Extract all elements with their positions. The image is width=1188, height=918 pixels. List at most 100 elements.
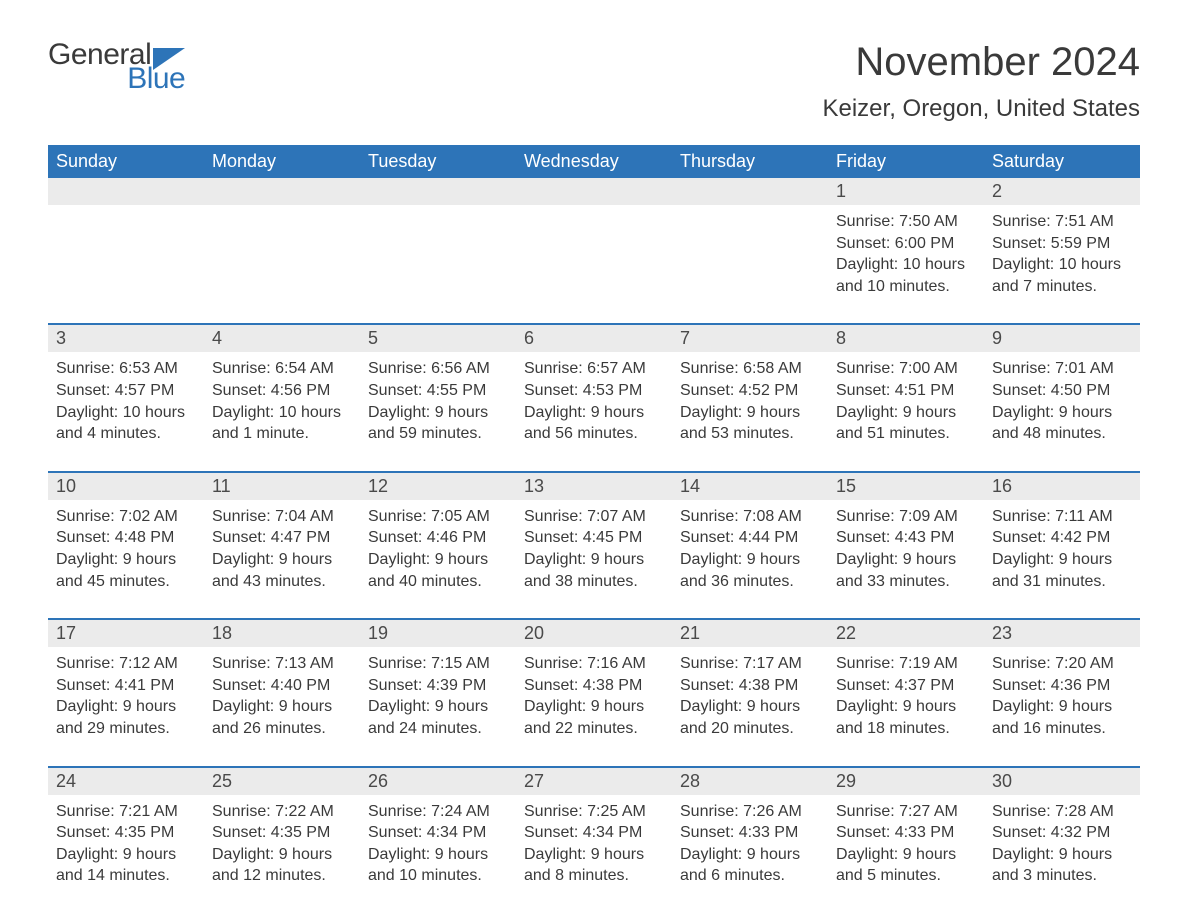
daylight2-text: and 45 minutes. [56,571,196,593]
daylight1-text: Daylight: 9 hours [680,696,820,718]
sunrise-text: Sunrise: 7:25 AM [524,801,664,823]
day-number: 15 [828,473,984,500]
sunset-text: Sunset: 4:56 PM [212,380,352,402]
sunset-text: Sunset: 4:44 PM [680,527,820,549]
weekday-header: Friday [828,145,984,178]
weekday-header: Sunday [48,145,204,178]
sunset-text: Sunset: 4:42 PM [992,527,1132,549]
daylight1-text: Daylight: 10 hours [56,402,196,424]
day-cell [48,205,204,297]
day-number [204,178,360,205]
daylight2-text: and 18 minutes. [836,718,976,740]
daylight1-text: Daylight: 10 hours [836,254,976,276]
daylight1-text: Daylight: 9 hours [836,549,976,571]
day-number [516,178,672,205]
day-cell: Sunrise: 7:28 AMSunset: 4:32 PMDaylight:… [984,795,1140,887]
day-cell: Sunrise: 7:25 AMSunset: 4:34 PMDaylight:… [516,795,672,887]
sunrise-text: Sunrise: 6:54 AM [212,358,352,380]
day-number: 9 [984,325,1140,352]
calendar-week: 24252627282930Sunrise: 7:21 AMSunset: 4:… [48,766,1140,887]
day-cell: Sunrise: 7:51 AMSunset: 5:59 PMDaylight:… [984,205,1140,297]
daylight1-text: Daylight: 9 hours [992,844,1132,866]
day-cell: Sunrise: 7:15 AMSunset: 4:39 PMDaylight:… [360,647,516,739]
daylight2-text: and 43 minutes. [212,571,352,593]
daylight2-text: and 48 minutes. [992,423,1132,445]
day-cell: Sunrise: 7:09 AMSunset: 4:43 PMDaylight:… [828,500,984,592]
location: Keizer, Oregon, United States [822,95,1140,123]
daylight1-text: Daylight: 9 hours [524,696,664,718]
day-number: 13 [516,473,672,500]
sunset-text: Sunset: 4:45 PM [524,527,664,549]
calendar: SundayMondayTuesdayWednesdayThursdayFrid… [48,145,1140,887]
day-number: 16 [984,473,1140,500]
day-cell: Sunrise: 7:05 AMSunset: 4:46 PMDaylight:… [360,500,516,592]
day-cell [516,205,672,297]
day-cell: Sunrise: 7:24 AMSunset: 4:34 PMDaylight:… [360,795,516,887]
sunset-text: Sunset: 4:32 PM [992,822,1132,844]
daylight1-text: Daylight: 10 hours [992,254,1132,276]
day-cell: Sunrise: 7:17 AMSunset: 4:38 PMDaylight:… [672,647,828,739]
daylight2-text: and 10 minutes. [836,276,976,298]
sunrise-text: Sunrise: 6:57 AM [524,358,664,380]
daylight2-text: and 5 minutes. [836,865,976,887]
sunrise-text: Sunrise: 7:02 AM [56,506,196,528]
calendar-week: 10111213141516Sunrise: 7:02 AMSunset: 4:… [48,471,1140,592]
calendar-week: 12Sunrise: 7:50 AMSunset: 6:00 PMDayligh… [48,178,1140,297]
day-number-row: 3456789 [48,325,1140,352]
weekday-header: Saturday [984,145,1140,178]
day-cell: Sunrise: 7:01 AMSunset: 4:50 PMDaylight:… [984,352,1140,444]
day-cell: Sunrise: 7:19 AMSunset: 4:37 PMDaylight:… [828,647,984,739]
calendar-week: 3456789Sunrise: 6:53 AMSunset: 4:57 PMDa… [48,323,1140,444]
day-cell: Sunrise: 7:04 AMSunset: 4:47 PMDaylight:… [204,500,360,592]
daylight1-text: Daylight: 9 hours [524,549,664,571]
day-number: 24 [48,768,204,795]
day-cell [204,205,360,297]
sunrise-text: Sunrise: 7:15 AM [368,653,508,675]
day-number: 25 [204,768,360,795]
sunset-text: Sunset: 4:50 PM [992,380,1132,402]
sunrise-text: Sunrise: 7:07 AM [524,506,664,528]
daylight2-text: and 31 minutes. [992,571,1132,593]
day-cell [360,205,516,297]
sunrise-text: Sunrise: 7:00 AM [836,358,976,380]
day-cell: Sunrise: 7:16 AMSunset: 4:38 PMDaylight:… [516,647,672,739]
daylight1-text: Daylight: 9 hours [368,549,508,571]
calendar-body: 12Sunrise: 7:50 AMSunset: 6:00 PMDayligh… [48,178,1140,887]
day-number: 6 [516,325,672,352]
sunrise-text: Sunrise: 7:11 AM [992,506,1132,528]
daylight1-text: Daylight: 9 hours [524,402,664,424]
sunset-text: Sunset: 4:37 PM [836,675,976,697]
sunrise-text: Sunrise: 7:20 AM [992,653,1132,675]
day-number-row: 12 [48,178,1140,205]
sunset-text: Sunset: 4:43 PM [836,527,976,549]
sunrise-text: Sunrise: 7:28 AM [992,801,1132,823]
daylight2-text: and 51 minutes. [836,423,976,445]
day-number: 20 [516,620,672,647]
sunset-text: Sunset: 4:38 PM [524,675,664,697]
daylight1-text: Daylight: 9 hours [836,844,976,866]
day-cell: Sunrise: 7:21 AMSunset: 4:35 PMDaylight:… [48,795,204,887]
sunrise-text: Sunrise: 7:04 AM [212,506,352,528]
daylight1-text: Daylight: 9 hours [212,844,352,866]
daylight1-text: Daylight: 9 hours [56,844,196,866]
daylight2-text: and 40 minutes. [368,571,508,593]
daylight1-text: Daylight: 9 hours [368,844,508,866]
sunset-text: Sunset: 4:39 PM [368,675,508,697]
day-cell: Sunrise: 6:57 AMSunset: 4:53 PMDaylight:… [516,352,672,444]
sunrise-text: Sunrise: 7:13 AM [212,653,352,675]
day-number: 2 [984,178,1140,205]
daylight2-text: and 8 minutes. [524,865,664,887]
weekday-header: Wednesday [516,145,672,178]
logo: General Blue [48,40,185,94]
daylight1-text: Daylight: 9 hours [992,696,1132,718]
sunrise-text: Sunrise: 7:19 AM [836,653,976,675]
day-cell: Sunrise: 6:53 AMSunset: 4:57 PMDaylight:… [48,352,204,444]
day-cell: Sunrise: 7:13 AMSunset: 4:40 PMDaylight:… [204,647,360,739]
day-number: 17 [48,620,204,647]
sunset-text: Sunset: 4:55 PM [368,380,508,402]
weekday-header-row: SundayMondayTuesdayWednesdayThursdayFrid… [48,145,1140,178]
daylight1-text: Daylight: 9 hours [836,696,976,718]
header: General Blue November 2024 Keizer, Orego… [48,40,1140,123]
day-cell: Sunrise: 7:00 AMSunset: 4:51 PMDaylight:… [828,352,984,444]
weekday-header: Monday [204,145,360,178]
